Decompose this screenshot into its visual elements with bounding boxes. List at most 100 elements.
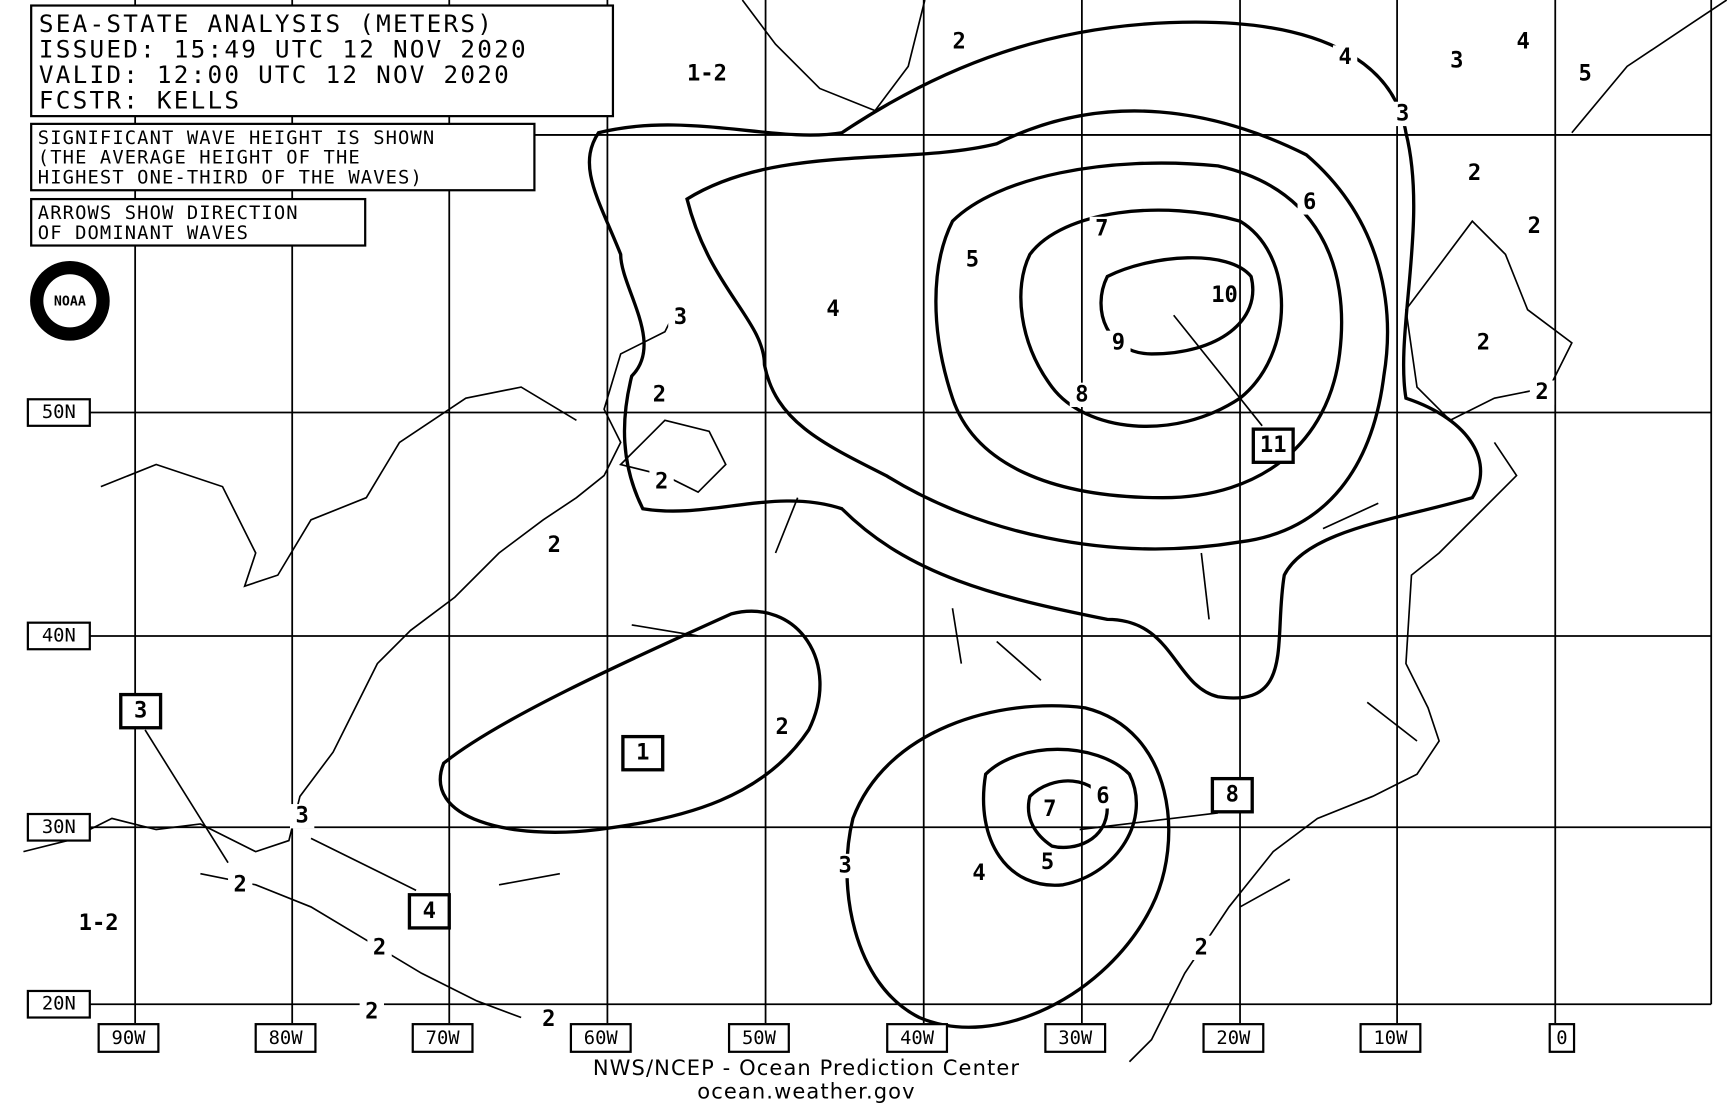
note-line: SIGNIFICANT WAVE HEIGHT IS SHOWN xyxy=(38,128,436,149)
contour-label: 2 xyxy=(1535,379,1548,405)
arrow xyxy=(1366,701,1418,742)
contour-label: 4 xyxy=(1338,44,1351,70)
great-lakes-coast xyxy=(100,386,577,588)
contour-label-bg xyxy=(1089,216,1114,242)
lat-label: 30N xyxy=(42,817,76,838)
contour-label: 3 xyxy=(295,803,308,829)
scandinavia-coast xyxy=(1571,0,1728,134)
labels: 50N 40N 30N 20N 90W 80W 70W 60W 50W 40W 30W 20W 10W 0… xyxy=(26,29,1598,1053)
lon-label: 50W xyxy=(742,1028,777,1049)
lat-label: 40N xyxy=(42,625,76,646)
contour-label: 3 xyxy=(674,304,687,330)
arrow xyxy=(1200,552,1210,620)
max-height-box xyxy=(407,893,451,930)
contour-label: 5 xyxy=(966,246,979,272)
contour-label-bg xyxy=(289,804,315,829)
lon-label-box xyxy=(886,1023,949,1053)
lon-label-box xyxy=(1202,1023,1265,1053)
contour-label: 9 xyxy=(1112,329,1125,355)
contour-label: 2 xyxy=(373,934,386,960)
contour-label-bg xyxy=(820,297,846,322)
contour-label: 4 xyxy=(972,860,985,886)
contour-label-bg xyxy=(769,715,795,740)
title: SEA-STATE ANALYSIS (METERS) xyxy=(39,9,494,38)
note-line: OF DOMINANT WAVES xyxy=(38,223,249,244)
header-frame xyxy=(30,4,615,118)
contour-label: 2 xyxy=(1528,213,1541,239)
british-isles xyxy=(1405,219,1573,422)
header-box: SEA-STATE ANALYSIS (METERS) ISSUED: 15:4… xyxy=(30,4,615,118)
contour-label-bg xyxy=(1511,29,1536,55)
contour-label: 2 xyxy=(548,532,561,558)
contour-label: 6 xyxy=(1303,189,1316,215)
wave-arrows xyxy=(144,314,1418,908)
contour-label: 2 xyxy=(1195,934,1208,960)
arrow xyxy=(631,624,699,637)
max-height-label: 4 xyxy=(423,898,436,924)
contour-label-bg xyxy=(966,861,992,886)
max-height-label: 1 xyxy=(636,740,649,766)
contour-label-bg xyxy=(536,1007,561,1032)
caribbean-coast xyxy=(200,872,522,1019)
greenland-coast xyxy=(741,0,926,112)
contour-label-bg xyxy=(1297,190,1322,215)
max-height-box xyxy=(119,692,163,730)
lat-label: 20N xyxy=(42,994,76,1015)
lon-label: 70W xyxy=(426,1028,461,1049)
lat-label-box xyxy=(26,398,91,427)
contour-label: 2 xyxy=(655,469,668,495)
note-frame xyxy=(30,197,367,247)
contour-label: 2 xyxy=(542,1006,555,1032)
lon-label-box xyxy=(254,1023,317,1053)
contour-label-bg xyxy=(946,29,972,55)
footer-agency: NWS/NCEP - Ocean Prediction Center xyxy=(593,1055,1020,1080)
contour-7-east xyxy=(1026,779,1109,850)
contour-10 xyxy=(1099,256,1255,356)
contour-label-bg xyxy=(86,911,111,936)
contour-label: 3 xyxy=(1450,47,1463,73)
max-height-label: 8 xyxy=(1226,782,1239,808)
arrow xyxy=(1322,502,1379,530)
lat-label-box xyxy=(26,812,91,842)
contour-label-bg xyxy=(1529,380,1555,405)
lon-label-box xyxy=(569,1023,632,1053)
contour-label: 2 xyxy=(234,871,247,897)
lon-label: 20W xyxy=(1216,1028,1251,1049)
contour-label-bg xyxy=(1106,330,1131,356)
contour-label-bg xyxy=(1444,48,1469,73)
contour-label-bg xyxy=(542,533,567,558)
noaa-logo: NOAA xyxy=(30,261,110,341)
contour-label-bg xyxy=(228,872,253,897)
note-wave-height: SIGNIFICANT WAVE HEIGHT IS SHOWN (THE AV… xyxy=(30,122,536,192)
contour-label-bg xyxy=(649,470,674,495)
arrow xyxy=(310,837,417,892)
max-height-label: 3 xyxy=(134,698,147,724)
contour-label: 1-2 xyxy=(687,61,727,87)
lon-label-box xyxy=(1044,1023,1107,1053)
logo-text: NOAA xyxy=(54,294,86,309)
contour-label-bg xyxy=(1069,382,1095,408)
arrow xyxy=(144,729,229,864)
note-arrows: ARROWS SHOW DIRECTION OF DOMINANT WAVES xyxy=(30,197,367,247)
contour-label-bg xyxy=(1035,850,1060,875)
lon-label: 90W xyxy=(112,1028,147,1049)
lon-label-box xyxy=(97,1023,160,1053)
lon-label-box xyxy=(1548,1023,1576,1053)
contour-5-east xyxy=(981,747,1139,887)
contour-label: 5 xyxy=(1578,61,1591,87)
contour-label: 7 xyxy=(1095,215,1108,241)
contour-label-bg xyxy=(1189,935,1214,961)
contour-label: 5 xyxy=(1041,849,1054,875)
arrow xyxy=(498,872,560,886)
contour-label-bg xyxy=(833,853,858,879)
lon-label: 40W xyxy=(900,1028,935,1049)
lat-label-box xyxy=(26,989,91,1019)
contour-label-bg xyxy=(1572,61,1598,87)
logo-inner xyxy=(43,274,97,328)
arrow xyxy=(774,497,799,554)
contour-label-bg xyxy=(1332,45,1358,70)
contour-3-east xyxy=(845,704,1171,1029)
contour-8 xyxy=(1019,208,1284,428)
lon-label-box xyxy=(727,1023,790,1053)
footer-url: ocean.weather.gov xyxy=(697,1078,915,1103)
